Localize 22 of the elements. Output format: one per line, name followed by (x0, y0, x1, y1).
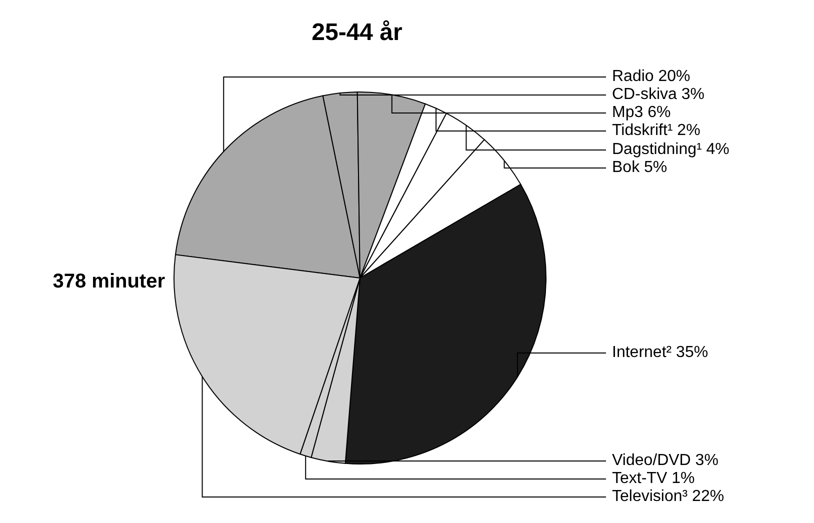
chart-title: 25-44 år (312, 19, 402, 46)
slice-label: Internet² (612, 344, 672, 362)
data-label: 3% (676, 86, 704, 104)
data-label: 2% (672, 122, 700, 140)
data-label: 35% (672, 344, 708, 362)
slice-label: Mp3 (612, 104, 644, 122)
data-label: 3% (690, 452, 718, 470)
slice-label: Text-TV (612, 470, 668, 488)
slice-label: Radio (612, 68, 654, 86)
slice-label: Dagstidning¹ (612, 141, 702, 158)
slice-label: Television³ (612, 488, 688, 506)
data-label: 4% (702, 141, 730, 158)
data-label: 20% (654, 68, 690, 86)
slice-label: Video/DVD (612, 452, 691, 470)
slice-label: CD-skiva (612, 86, 677, 104)
slice-label: Bok (612, 159, 641, 176)
data-label: 5% (640, 159, 668, 176)
text: 378 minuter (52, 270, 166, 292)
data-label: 1% (667, 470, 695, 488)
data-label: 6% (643, 104, 671, 122)
slice-label: Tidskrift¹ (612, 122, 673, 140)
data-label: 22% (688, 488, 724, 506)
